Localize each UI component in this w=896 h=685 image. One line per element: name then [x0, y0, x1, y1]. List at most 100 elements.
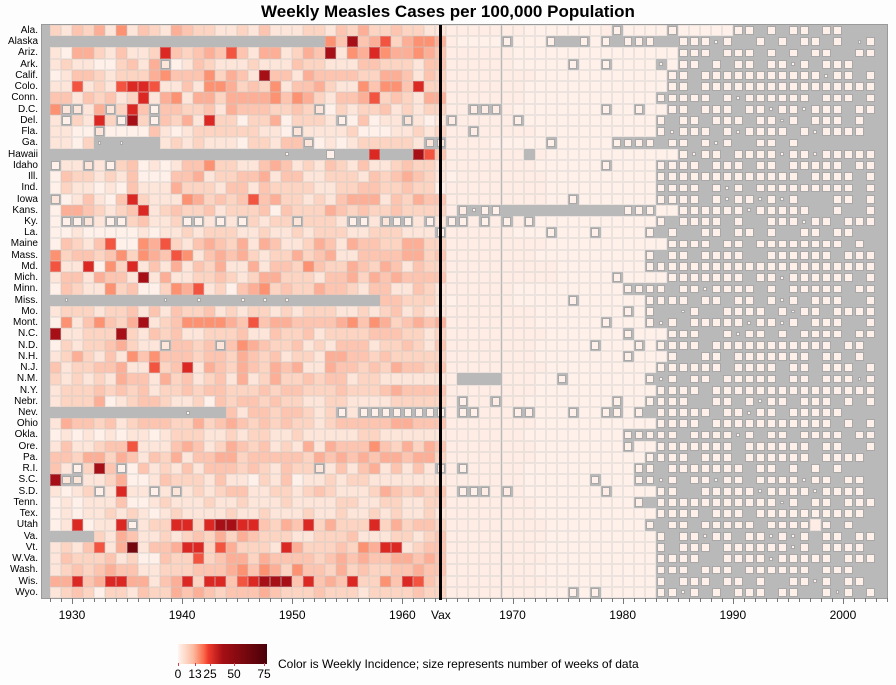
- heatmap-cell: [480, 104, 490, 114]
- heatmap-cell: [600, 586, 612, 598]
- heatmap-cell: [281, 564, 293, 576]
- heatmap-cell: [833, 149, 842, 159]
- heatmap-cell: [347, 114, 359, 127]
- heatmap-cell: [303, 575, 315, 587]
- heatmap-cell: [512, 339, 524, 351]
- heatmap-cell: [380, 451, 392, 464]
- heatmap-cell: [711, 441, 721, 451]
- heatmap-cell: [822, 554, 831, 564]
- heatmap-cell: [512, 586, 524, 598]
- heatmap-cell: [866, 284, 875, 294]
- heatmap-cell: [82, 485, 94, 497]
- heatmap-cell: [402, 249, 414, 261]
- heatmap-cell: [160, 227, 172, 239]
- heatmap-cell: [468, 541, 480, 554]
- heatmap-cell: [567, 541, 579, 554]
- heatmap-cell: [380, 553, 392, 565]
- heatmap-cell: [325, 216, 337, 228]
- heatmap-cell: [501, 260, 513, 273]
- heatmap-cell: [633, 171, 645, 183]
- heatmap-cell: [457, 586, 469, 598]
- heatmap-cell: [347, 159, 359, 172]
- heatmap-cell: [844, 509, 853, 519]
- heatmap-cell: [778, 509, 787, 519]
- heatmap-cell: [811, 509, 820, 519]
- heatmap-cell: [336, 171, 348, 183]
- heatmap-cell: [822, 430, 831, 440]
- heatmap-cell: [49, 339, 61, 351]
- heatmap-cell: [281, 69, 293, 82]
- x-tick-label: 1990: [719, 608, 747, 622]
- heatmap-cell: [303, 103, 315, 115]
- heatmap-cell: [237, 451, 249, 464]
- heatmap-cell: [303, 305, 315, 318]
- heatmap-cell: [127, 474, 139, 486]
- heatmap-cell: [490, 339, 502, 351]
- heatmap-cell: [490, 474, 502, 486]
- heatmap-cell: [568, 194, 578, 204]
- heatmap-cell: [402, 463, 414, 475]
- heatmap-cell: [490, 148, 502, 160]
- heatmap-cell: [756, 565, 765, 575]
- heatmap-cell: [424, 92, 436, 104]
- heatmap-cell: [71, 328, 83, 340]
- heatmap-cell: [116, 530, 127, 542]
- heatmap-cell: [82, 69, 94, 82]
- heatmap-cell: [116, 328, 127, 340]
- heatmap-cell: [855, 161, 864, 170]
- heatmap-cell: [149, 586, 161, 598]
- heatmap-cell: [866, 262, 875, 271]
- heatmap-cell: [534, 114, 546, 127]
- heatmap-cell: [490, 485, 502, 497]
- heatmap-cell: [633, 148, 645, 160]
- heatmap-cell: [600, 69, 612, 82]
- heatmap-cell: [138, 440, 150, 452]
- heatmap-cell: [226, 362, 238, 374]
- heatmap-cell: [659, 376, 664, 381]
- heatmap-cell: [711, 149, 721, 159]
- x-axis-tick: [754, 598, 756, 602]
- heatmap-cell: [336, 227, 348, 239]
- heatmap-cell: [49, 69, 61, 82]
- heatmap-cell: [116, 305, 127, 318]
- heatmap-cell: [490, 451, 502, 464]
- heatmap-cell: [105, 362, 116, 374]
- heatmap-cell: [723, 172, 732, 182]
- heatmap-cell: [347, 395, 359, 407]
- heatmap-cell: [633, 530, 645, 542]
- heatmap-cell: [138, 249, 150, 261]
- heatmap-cell: [479, 305, 491, 318]
- heatmap-cell: [127, 530, 139, 542]
- heatmap-cell: [391, 328, 403, 340]
- heatmap-cell: [756, 453, 765, 462]
- heatmap-cell: [546, 228, 556, 238]
- heatmap-cell: [479, 272, 491, 284]
- y-label-state: Okla.: [14, 429, 38, 441]
- heatmap-cell: [215, 440, 227, 452]
- heatmap-cell: [711, 430, 721, 440]
- heatmap-cell: [446, 126, 458, 138]
- heatmap-cell: [725, 197, 730, 202]
- heatmap-cell: [391, 564, 403, 576]
- heatmap-cell: [82, 418, 94, 430]
- heatmap-cell: [270, 575, 282, 587]
- heatmap-cell: [523, 463, 535, 475]
- heatmap-cell: [490, 137, 502, 149]
- heatmap-cell: [424, 418, 436, 430]
- heatmap-cell: [336, 272, 348, 284]
- heatmap-cell: [413, 69, 425, 82]
- heatmap-cell: [633, 575, 645, 587]
- heatmap-cell: [446, 373, 458, 385]
- heatmap-cell: [127, 395, 139, 407]
- heatmap-cell: [424, 272, 436, 284]
- heatmap-cell: [215, 418, 227, 430]
- heatmap-cell: [578, 103, 590, 115]
- heatmap-cell: [512, 260, 524, 273]
- heatmap-cell: [490, 440, 502, 452]
- heatmap-cell: [270, 58, 282, 70]
- heatmap-cell: [468, 350, 480, 363]
- heatmap-cell: [425, 408, 435, 417]
- heatmap-cell: [655, 69, 667, 82]
- heatmap-cell: [778, 486, 787, 496]
- heatmap-cell: [215, 496, 227, 509]
